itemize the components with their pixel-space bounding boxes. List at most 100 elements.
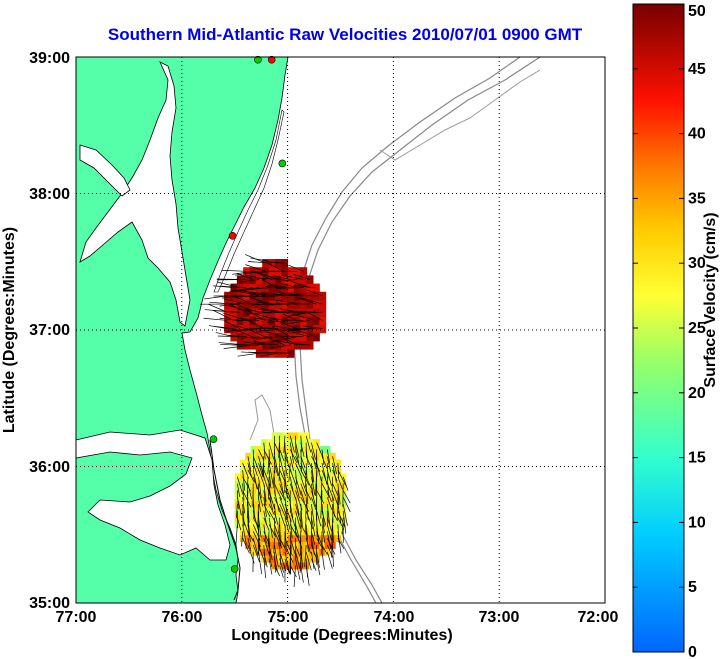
velocity-cell <box>230 332 238 342</box>
velocity-cell <box>274 275 282 285</box>
velocity-arrow <box>247 538 252 552</box>
velocity-arrow <box>316 442 324 459</box>
velocity-cell <box>306 283 314 293</box>
velocity-arrow <box>239 289 266 297</box>
velocity-arrow <box>278 517 281 534</box>
velocity-arrow <box>332 483 340 498</box>
velocity-cell <box>300 332 308 342</box>
velocity-arrow <box>289 538 297 558</box>
velocity-arrow <box>247 504 250 523</box>
velocity-arrow <box>274 551 276 573</box>
velocity-arrow <box>284 558 290 574</box>
chesapeake-bay <box>79 61 191 327</box>
velocity-cell <box>306 332 314 342</box>
velocity-arrow <box>267 456 270 475</box>
velocity-arrow <box>257 504 259 527</box>
velocity-cell <box>312 332 320 342</box>
velocity-arrow <box>300 483 307 497</box>
velocity-arrow <box>242 469 246 491</box>
velocity-arrow <box>337 469 347 486</box>
velocity-arrow <box>252 295 279 298</box>
velocity-arrow <box>221 269 247 272</box>
velocity-cell <box>281 332 289 342</box>
velocity-arrow <box>213 285 234 289</box>
bathymetry-contour <box>379 69 541 161</box>
velocity-arrow <box>311 490 317 507</box>
velocity-cell <box>268 259 276 268</box>
velocity-arrow <box>288 310 317 313</box>
x-tick-label: 75:00 <box>268 609 309 626</box>
velocity-arrow <box>337 524 340 543</box>
velocity-arrow <box>305 497 309 521</box>
velocity-cell <box>274 349 282 358</box>
velocity-arrow <box>289 456 294 471</box>
velocity-cell <box>287 349 295 358</box>
velocity-arrow <box>217 335 241 338</box>
velocity-arrow <box>284 490 291 503</box>
velocity-cell <box>287 324 295 334</box>
velocity-arrow <box>326 476 330 499</box>
velocity-cell <box>287 299 295 309</box>
velocity-arrow <box>255 336 279 340</box>
velocity-arrow <box>287 320 310 324</box>
velocity-arrow <box>263 490 267 506</box>
velocity-arrow <box>274 483 283 501</box>
velocity-cell <box>319 324 327 334</box>
velocity-arrow <box>289 531 292 552</box>
colorbar <box>632 3 685 653</box>
velocity-arrow <box>283 435 286 454</box>
velocity-arrow <box>212 309 234 321</box>
y-tick-label: 35:00 <box>29 595 70 612</box>
velocity-arrow <box>295 544 302 560</box>
velocity-cell <box>306 299 314 309</box>
velocity-arrow <box>305 558 308 578</box>
velocity-arrow <box>331 517 333 540</box>
velocity-arrow <box>273 270 298 273</box>
velocity-arrow <box>260 308 285 313</box>
velocity-arrow <box>239 308 266 313</box>
velocity-arrow <box>342 497 351 513</box>
velocity-arrow <box>293 311 323 314</box>
velocity-arrow <box>252 456 260 473</box>
velocity-arrow <box>284 497 288 519</box>
velocity-arrow <box>252 497 255 518</box>
velocity-cell <box>274 316 282 326</box>
velocity-arrow <box>237 352 260 357</box>
velocity-arrow <box>252 449 255 470</box>
velocity-arrow <box>289 544 292 569</box>
velocity-arrow <box>268 497 274 510</box>
velocity-arrow <box>242 490 252 508</box>
velocity-arrow <box>332 456 337 475</box>
velocity-cell <box>255 275 263 285</box>
velocity-arrow <box>321 449 325 465</box>
velocity-arrow <box>268 517 273 538</box>
velocity-arrow <box>263 510 267 525</box>
velocity-cell <box>224 316 231 326</box>
velocity-arrow <box>257 308 279 313</box>
velocity-arrow <box>326 538 336 555</box>
velocity-cell <box>243 299 251 309</box>
colorbar-tick-label: 35 <box>688 190 706 207</box>
velocity-cell <box>262 349 270 358</box>
velocity-cell <box>236 332 244 342</box>
velocity-arrow <box>289 442 294 464</box>
velocity-arrow <box>304 517 307 532</box>
velocity-arrow <box>304 544 307 568</box>
velocity-arrow <box>274 544 279 568</box>
velocity-arrow <box>311 531 316 545</box>
velocity-cell <box>268 332 276 342</box>
velocity-arrow <box>213 310 241 313</box>
velocity-arrow <box>221 295 241 299</box>
velocity-arrow <box>288 463 291 482</box>
velocity-cell <box>274 283 282 293</box>
velocity-cell <box>293 267 301 276</box>
velocity-arrow <box>284 510 291 530</box>
velocity-arrow <box>252 469 258 490</box>
velocity-arrow <box>342 503 348 526</box>
radar-site-marker <box>254 55 262 64</box>
velocity-cell <box>255 291 263 301</box>
velocity-arrow <box>300 565 304 583</box>
velocity-arrow <box>245 264 266 272</box>
velocity-arrow <box>326 463 329 479</box>
